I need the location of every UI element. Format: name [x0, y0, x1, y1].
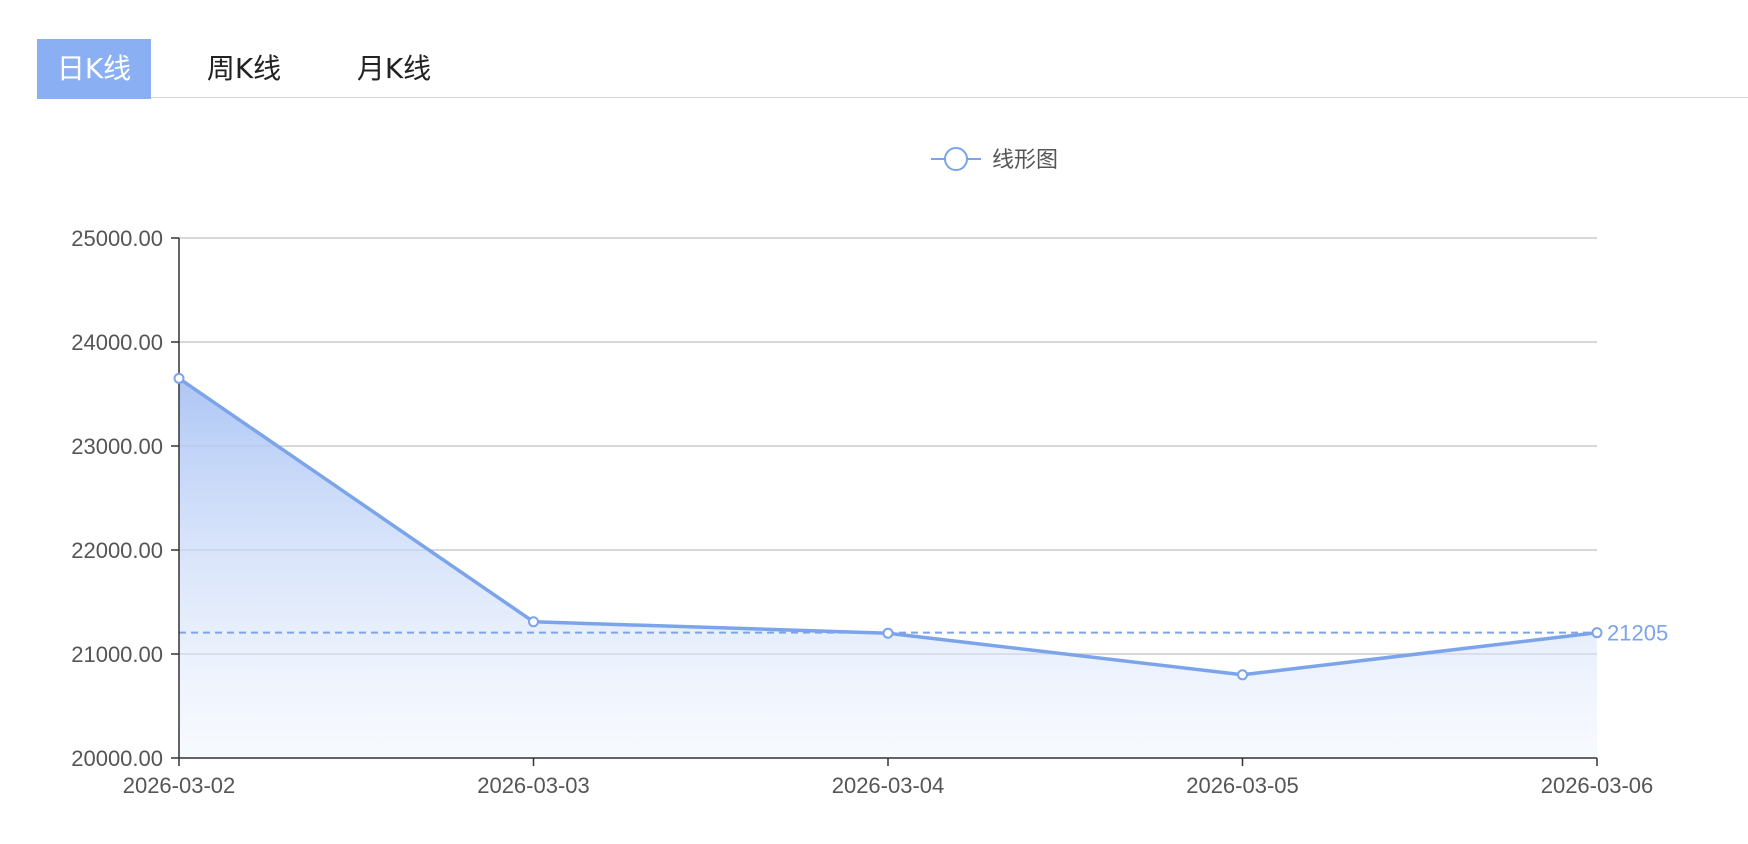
y-tick-labels: 20000.00 21000.00 22000.00 23000.00 24000.00…: [71, 226, 163, 771]
legend-marker-icon: [944, 147, 968, 171]
chart-legend[interactable]: 线形图: [931, 147, 1058, 173]
x-tick-labels: 2026-03-02 2026-03-03 2026-03-04 2026-03-05…: [123, 773, 1654, 798]
data-point: [173, 372, 185, 384]
y-tick-label: 24000.00: [71, 330, 163, 355]
axes: [171, 237, 1598, 766]
series-area: [179, 378, 1597, 758]
reference-line-label: 21205: [1607, 621, 1668, 646]
x-tick-label: 2026-03-02: [123, 773, 236, 798]
x-tick-label: 2026-03-05: [1186, 773, 1299, 798]
data-point: [882, 627, 894, 639]
area-fill: [179, 378, 1597, 758]
y-tick-label: 20000.00: [71, 746, 163, 771]
legend-series-label: 线形图: [992, 148, 1058, 173]
data-point: [1591, 627, 1603, 639]
kline-tab-bar: 日K线 周K线 月K线: [37, 39, 1748, 99]
x-tick-label: 2026-03-06: [1541, 773, 1654, 798]
x-tick-label: 2026-03-04: [832, 773, 945, 798]
tab-daily-kline[interactable]: 日K线: [37, 39, 151, 99]
tab-weekly-kline[interactable]: 周K线: [206, 52, 282, 85]
data-points: [173, 372, 1603, 681]
data-point: [1237, 669, 1248, 681]
y-tick-label: 25000.00: [71, 226, 163, 251]
data-point: [528, 616, 539, 628]
y-tick-label: 21000.00: [71, 642, 163, 667]
y-tick-label: 22000.00: [71, 538, 163, 563]
x-tick-label: 2026-03-03: [477, 773, 590, 798]
tab-monthly-kline[interactable]: 月K线: [356, 52, 432, 85]
y-tick-label: 23000.00: [71, 434, 163, 459]
